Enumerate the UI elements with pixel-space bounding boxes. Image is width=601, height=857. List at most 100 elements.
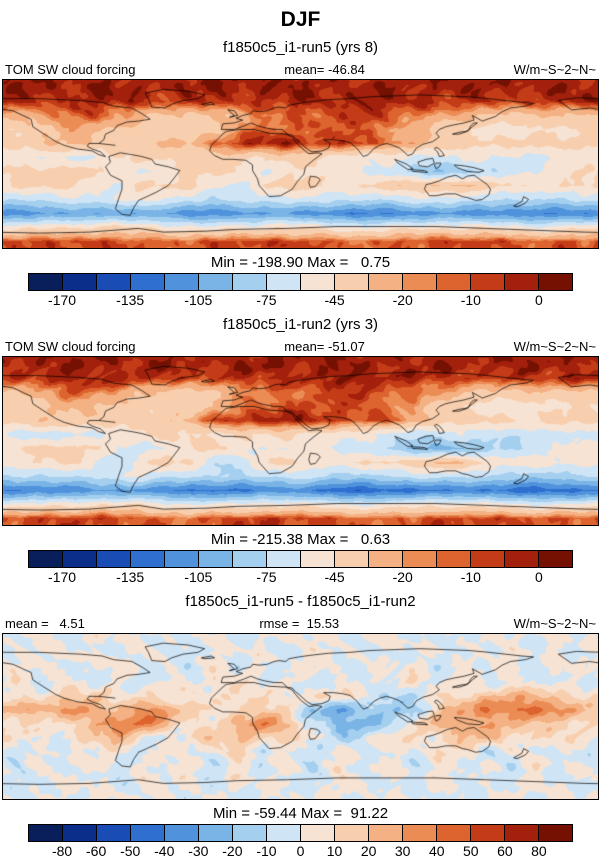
colorbar-segment bbox=[471, 825, 505, 842]
colorbar-segment bbox=[403, 551, 437, 568]
units-label: W/m~S~2~N~ bbox=[513, 62, 596, 78]
panel-difference-subtitle: f1850c5_i1-run5 - f1850c5_i1-run2 bbox=[185, 593, 416, 611]
colorbar-segment bbox=[29, 274, 63, 291]
colorbar-tick-label: -20 bbox=[392, 292, 413, 309]
colorbar-segment bbox=[437, 825, 471, 842]
colorbar-tick-label: -20 bbox=[392, 569, 413, 586]
map-run2 bbox=[2, 356, 599, 527]
colorbar-segment bbox=[539, 825, 572, 842]
minmax-label-run2: Min = -215.38 Max = 0.63 bbox=[210, 531, 391, 549]
colorbar-segment bbox=[505, 551, 539, 568]
map-run5 bbox=[2, 79, 599, 250]
colorbar-segment bbox=[97, 551, 131, 568]
colorbar-tick-label: -45 bbox=[324, 569, 345, 586]
minmax-label-run5: Min = -198.90 Max = 0.75 bbox=[210, 254, 391, 272]
colorbar-tick-label: -45 bbox=[324, 292, 345, 309]
colorbar-segment bbox=[505, 274, 539, 291]
colorbar-segment bbox=[63, 274, 97, 291]
colorbar-segment bbox=[233, 551, 267, 568]
colorbar-tick-label: 10 bbox=[326, 843, 343, 857]
colorbar-tick-label: 80 bbox=[531, 843, 547, 857]
field-label: TOM SW cloud forcing bbox=[5, 62, 136, 78]
colorbar-tick-label: 0 bbox=[535, 292, 543, 309]
colorbar-segment bbox=[505, 825, 539, 842]
colorbar-segment bbox=[131, 825, 165, 842]
colorbar-segment bbox=[131, 551, 165, 568]
colorbar-segment bbox=[267, 551, 301, 568]
colorbar-tick-label: 30 bbox=[394, 843, 411, 857]
colorbar-run5: -170 -135 -105 -75 -45 -20 -10 0 bbox=[28, 273, 573, 308]
colorbar-segment bbox=[233, 274, 267, 291]
colorbar-tick-label: 40 bbox=[428, 843, 445, 857]
colorbar-segment bbox=[301, 274, 335, 291]
colorbar-segment bbox=[233, 825, 267, 842]
colorbar-tick-label: -135 bbox=[116, 292, 145, 309]
colorbar-tick-label: -135 bbox=[116, 569, 145, 586]
colorbar-tick-label: -40 bbox=[154, 843, 175, 857]
colorbar-tick-label: -20 bbox=[222, 843, 243, 857]
colorbar-tick-label: -10 bbox=[256, 843, 277, 857]
colorbar-segment bbox=[369, 825, 403, 842]
units-label: W/m~S~2~N~ bbox=[513, 339, 596, 355]
mean-label: mean = 4.51 bbox=[5, 616, 85, 632]
colorbar-segment bbox=[335, 274, 369, 291]
colorbar-tick-label: -10 bbox=[460, 292, 481, 309]
colorbar-segment bbox=[369, 274, 403, 291]
panel-run2-subtitle: f1850c5_i1-run2 (yrs 3) bbox=[222, 316, 379, 334]
colorbar-segment bbox=[267, 274, 301, 291]
colorbar-segment bbox=[63, 551, 97, 568]
colorbar-segment bbox=[199, 551, 233, 568]
colorbar-segment bbox=[301, 551, 335, 568]
panel-difference: f1850c5_i1-run5 - f1850c5_i1-run2 mean =… bbox=[0, 593, 601, 857]
colorbar-tick-label: -170 bbox=[48, 292, 77, 309]
colorbar-segment bbox=[301, 825, 335, 842]
colorbar-tick-label: -105 bbox=[184, 569, 213, 586]
colorbar-segment bbox=[267, 825, 301, 842]
colorbar-tick-label: 0 bbox=[535, 569, 543, 586]
colorbar-tick-label: 60 bbox=[497, 843, 513, 857]
colorbar-segment bbox=[97, 825, 131, 842]
colorbar-segment bbox=[539, 274, 572, 291]
colorbar-segment bbox=[63, 825, 97, 842]
colorbar-segment bbox=[471, 274, 505, 291]
colorbar-segment bbox=[131, 274, 165, 291]
colorbar-tick-label: -10 bbox=[460, 569, 481, 586]
rmse-label: rmse = 15.53 bbox=[259, 616, 340, 632]
colorbar-run2: -170 -135 -105 -75 -45 -20 -10 0 bbox=[28, 550, 573, 585]
minmax-label-difference: Min = -59.44 Max = 91.22 bbox=[212, 805, 389, 823]
colorbar-segment bbox=[199, 825, 233, 842]
colorbar-segment bbox=[165, 274, 199, 291]
colorbar-tick-label: 0 bbox=[296, 843, 305, 857]
colorbar-segment bbox=[437, 274, 471, 291]
colorbar-segment bbox=[29, 825, 63, 842]
colorbar-tick-label: -75 bbox=[256, 292, 277, 309]
colorbar-segment bbox=[165, 551, 199, 568]
colorbar-tick-label: -170 bbox=[48, 569, 77, 586]
colorbar-tick-label: 50 bbox=[463, 843, 479, 857]
colorbar-tick-label: -105 bbox=[184, 292, 213, 309]
colorbar-tick-label: -80 bbox=[51, 843, 73, 857]
panel-run5: f1850c5_i1-run5 (yrs 8) TOM SW cloud for… bbox=[0, 39, 601, 308]
mean-label: mean= -51.07 bbox=[284, 339, 365, 355]
mean-label: mean= -46.84 bbox=[284, 62, 365, 78]
panel-run2: f1850c5_i1-run2 (yrs 3) TOM SW cloud for… bbox=[0, 316, 601, 585]
field-label: TOM SW cloud forcing bbox=[5, 339, 136, 355]
season-title: DJF bbox=[280, 8, 321, 31]
map-difference bbox=[2, 633, 599, 801]
colorbar-segment bbox=[471, 551, 505, 568]
colorbar-segment bbox=[437, 551, 471, 568]
colorbar-segment bbox=[29, 551, 63, 568]
panel-run5-subtitle: f1850c5_i1-run5 (yrs 8) bbox=[222, 39, 379, 57]
units-label: W/m~S~2~N~ bbox=[513, 616, 596, 632]
colorbar-segment bbox=[335, 825, 369, 842]
colorbar-difference: -80 -60 -50 -40 -30 -20 -10 0 10 20 30 40 50 60 80 bbox=[28, 824, 573, 857]
colorbar-segment bbox=[369, 551, 403, 568]
colorbar-segment bbox=[539, 551, 572, 568]
colorbar-segment bbox=[403, 274, 437, 291]
colorbar-tick-label: -60 bbox=[86, 843, 107, 857]
colorbar-segment bbox=[199, 274, 233, 291]
colorbar-segment bbox=[97, 274, 131, 291]
colorbar-tick-label: -50 bbox=[120, 843, 141, 857]
colorbar-tick-label: -30 bbox=[188, 843, 209, 857]
colorbar-segment bbox=[165, 825, 199, 842]
